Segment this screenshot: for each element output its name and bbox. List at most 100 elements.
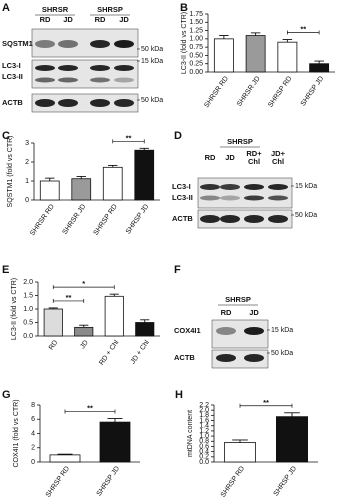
band <box>114 99 134 107</box>
band <box>200 215 220 223</box>
band <box>35 65 55 71</box>
band <box>268 195 288 201</box>
band <box>220 195 240 201</box>
band <box>114 40 134 48</box>
bar <box>223 442 256 463</box>
band <box>114 77 134 83</box>
bar <box>49 454 81 463</box>
bar <box>74 326 94 337</box>
marker-label: 50 kDa <box>295 212 317 219</box>
y-tick-label: 2.0 <box>23 279 33 286</box>
panel-label: E <box>2 264 9 276</box>
x-tick-label: RD + Chl <box>98 339 120 367</box>
y-tick-label: 1 <box>25 178 29 185</box>
panel-label: C <box>2 130 10 142</box>
group-label: SHRSP <box>97 5 123 14</box>
group-label: SHRSP <box>227 137 253 146</box>
marker-label: 15 kDa <box>295 183 317 190</box>
band <box>35 40 55 48</box>
y-tick-label: 1.5 <box>23 292 33 299</box>
lane-label: JD+ <box>271 149 286 158</box>
y-tick-label: 0.50 <box>189 52 203 59</box>
band <box>200 184 220 190</box>
lane-label: RD <box>205 153 216 162</box>
group-label: SHRSP <box>225 295 251 304</box>
panel-label: H <box>175 389 183 401</box>
bar <box>104 295 124 337</box>
protein-label: COX4I1 <box>174 326 201 335</box>
y-tick-label: 0.4 <box>199 448 209 455</box>
y-tick-label: 0.6 <box>199 443 209 450</box>
significance-label: * <box>82 279 85 288</box>
marker-label: 15 kDa <box>271 327 293 334</box>
y-tick-label: 1.0 <box>23 306 33 313</box>
group-label: SHRSR <box>42 5 69 14</box>
band <box>58 99 78 107</box>
band <box>244 195 264 201</box>
blot-frame <box>31 93 139 113</box>
band <box>200 195 220 201</box>
panel-label: G <box>2 389 11 401</box>
y-tick-label: 1.4 <box>199 423 209 430</box>
x-tick-label: SHRSR JD <box>236 75 262 108</box>
x-tick-label: RD <box>48 339 60 351</box>
bar <box>99 421 131 463</box>
bar <box>309 63 330 73</box>
protein-label: LC3-II <box>172 193 193 202</box>
marker-label: 15 kDa <box>141 58 163 65</box>
band <box>90 65 110 71</box>
y-axis-title: mtDNA content <box>187 410 194 457</box>
marker-label: 50 kDa <box>141 97 163 104</box>
lane-label: Chl <box>272 157 284 166</box>
y-tick-label: 2 <box>25 159 29 166</box>
band <box>216 354 236 362</box>
protein-label: ACTB <box>172 214 193 223</box>
band <box>35 99 55 107</box>
panel-label: D <box>174 130 182 142</box>
y-tick-label: 0.0 <box>23 333 33 340</box>
y-axis-title: LC3-II (fold vs CTR) <box>11 278 18 340</box>
y-tick-label: 1.2 <box>199 428 209 435</box>
y-tick-label: 1.25 <box>189 27 203 34</box>
y-tick-label: 0.2 <box>199 454 209 461</box>
band <box>58 77 78 83</box>
y-tick-label: 1.00 <box>189 36 203 43</box>
bar <box>71 178 92 201</box>
bar <box>275 416 308 463</box>
x-tick-label: SHRSP JD <box>96 465 122 497</box>
x-tick-label: SHRSP RD <box>45 465 71 499</box>
band <box>244 184 264 190</box>
band <box>244 215 264 223</box>
band <box>220 215 240 223</box>
bar <box>102 166 123 201</box>
marker-label: 50 kDa <box>141 46 163 53</box>
significance-label: ** <box>66 293 72 302</box>
protein-label: LC3-I <box>172 182 191 191</box>
marker-label: 50 kDa <box>271 350 293 357</box>
x-tick-label: SHRSR RD <box>203 75 230 109</box>
bar <box>135 322 155 337</box>
lane-label: Chl <box>248 157 260 166</box>
y-tick-label: 4 <box>31 430 35 437</box>
y-tick-label: 0 <box>25 197 29 204</box>
lane-label: RD <box>40 15 51 24</box>
panel-label: A <box>2 2 10 14</box>
y-tick-label: 0.8 <box>199 438 209 445</box>
x-tick-label: SHRSR RD <box>29 203 56 237</box>
significance-label: ** <box>126 133 132 142</box>
blot-frame <box>31 59 139 89</box>
protein-label: ACTB <box>2 98 23 107</box>
lane-label: JD <box>119 15 129 24</box>
band <box>268 184 288 190</box>
x-tick-label: SHRSR JD <box>62 203 88 236</box>
band <box>35 77 55 83</box>
y-tick-label: 0.5 <box>23 319 33 326</box>
lane-label: RD+ <box>246 149 262 158</box>
band <box>114 65 134 71</box>
y-tick-label: 0.75 <box>189 44 203 51</box>
band <box>90 40 110 48</box>
protein-label: ACTB <box>174 353 195 362</box>
lane-label: RD <box>95 15 106 24</box>
